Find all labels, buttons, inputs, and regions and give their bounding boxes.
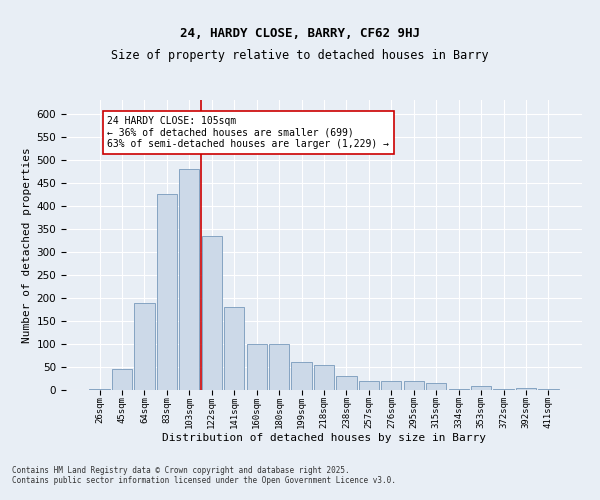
Text: 24, HARDY CLOSE, BARRY, CF62 9HJ: 24, HARDY CLOSE, BARRY, CF62 9HJ xyxy=(180,27,420,40)
Bar xyxy=(134,302,155,390)
Bar xyxy=(157,194,177,390)
Text: Size of property relative to detached houses in Barry: Size of property relative to detached ho… xyxy=(111,50,489,62)
Bar xyxy=(493,388,514,390)
Bar xyxy=(89,388,110,390)
Bar xyxy=(471,386,491,390)
Bar xyxy=(292,362,311,390)
Y-axis label: Number of detached properties: Number of detached properties xyxy=(22,147,32,343)
Bar xyxy=(179,169,199,390)
Bar xyxy=(337,376,356,390)
Bar xyxy=(449,388,469,390)
Bar xyxy=(538,389,559,390)
Bar xyxy=(381,381,401,390)
Bar xyxy=(404,381,424,390)
Bar xyxy=(314,364,334,390)
Bar xyxy=(202,236,222,390)
Bar xyxy=(269,344,289,390)
Bar xyxy=(112,370,132,390)
Bar xyxy=(516,388,536,390)
Text: Contains HM Land Registry data © Crown copyright and database right 2025.
Contai: Contains HM Land Registry data © Crown c… xyxy=(12,466,396,485)
Bar xyxy=(359,381,379,390)
Bar xyxy=(247,344,267,390)
Bar xyxy=(224,307,244,390)
X-axis label: Distribution of detached houses by size in Barry: Distribution of detached houses by size … xyxy=(162,432,486,442)
Bar xyxy=(426,383,446,390)
Text: 24 HARDY CLOSE: 105sqm
← 36% of detached houses are smaller (699)
63% of semi-de: 24 HARDY CLOSE: 105sqm ← 36% of detached… xyxy=(107,116,389,150)
